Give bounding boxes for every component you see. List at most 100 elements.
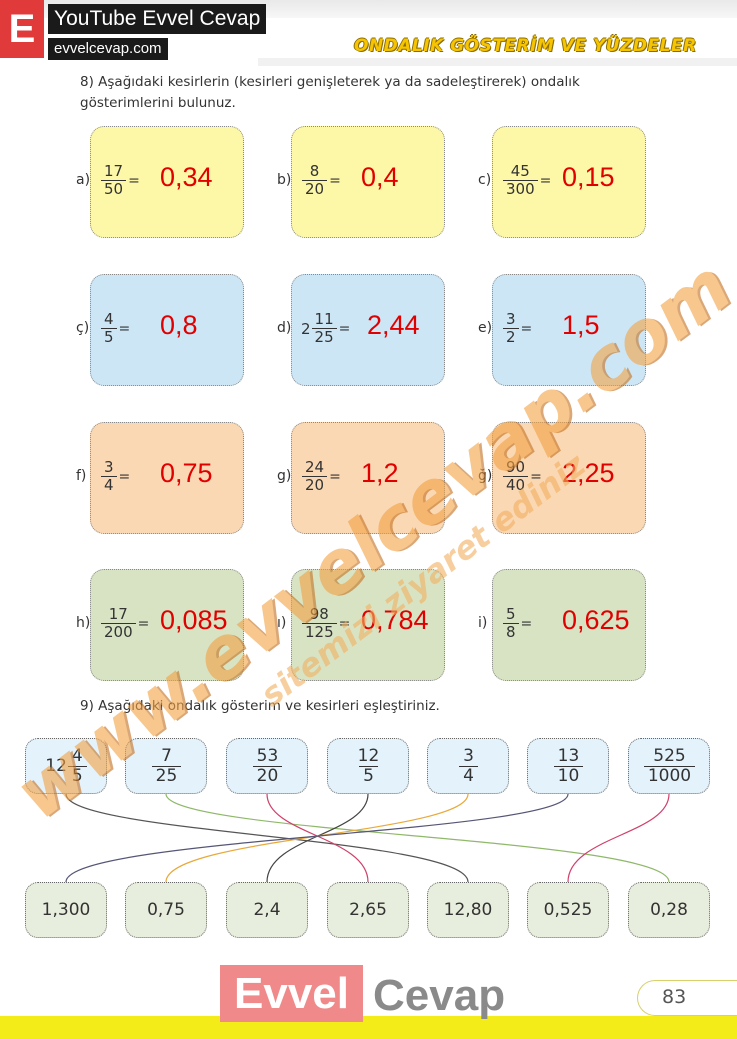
item-label: f) bbox=[76, 468, 87, 484]
answer-text: 1,5 bbox=[562, 310, 600, 340]
fraction-numerator: 12 bbox=[357, 745, 380, 766]
fraction: 4 5 = bbox=[100, 311, 130, 346]
fraction-card bbox=[291, 569, 445, 681]
equals-sign: = bbox=[329, 172, 341, 189]
fraction-body: 13 10 bbox=[553, 745, 584, 786]
match-fraction: 7 25 bbox=[126, 739, 206, 793]
match-decimal-box[interactable]: 0,525 bbox=[527, 882, 609, 938]
answer-text: 0,15 bbox=[562, 162, 615, 192]
match-fraction-box[interactable]: 12 5 bbox=[327, 738, 409, 794]
footer-brand-evvel[interactable]: Evvel bbox=[220, 965, 363, 1022]
fraction-denominator: 25 bbox=[151, 765, 182, 786]
section-title: ONDALIK GÖSTERİM VE YÜZDELER bbox=[354, 36, 697, 56]
fraction-numerator: 3 bbox=[463, 745, 474, 766]
fraction-whole: 12 bbox=[45, 756, 67, 776]
fraction-body: 90 40 bbox=[503, 458, 529, 494]
item-label: ç) bbox=[76, 320, 90, 336]
fraction-card bbox=[492, 569, 646, 681]
fraction-denominator: 50 bbox=[101, 180, 127, 198]
fraction-body: 53 20 bbox=[252, 746, 283, 786]
fraction-denominator: 20 bbox=[302, 476, 328, 494]
answer-text: 0,625 bbox=[562, 605, 630, 635]
fraction-numerator: 525 bbox=[653, 745, 686, 766]
answer-text: 1,2 bbox=[361, 458, 399, 488]
question-9-text: 9) Aşağıdaki ondalık gösterim ve kesirle… bbox=[80, 698, 440, 714]
match-fraction-box[interactable]: 13 10 bbox=[527, 738, 609, 794]
answer-text: 0,784 bbox=[361, 605, 429, 635]
fraction: 2 11 25 = bbox=[301, 311, 350, 346]
equals-sign: = bbox=[128, 172, 140, 189]
answer-text: 0,34 bbox=[160, 162, 213, 192]
match-fraction-box[interactable]: 7 25 bbox=[125, 738, 207, 794]
match-fraction: 53 20 bbox=[227, 739, 307, 793]
fraction-denominator: 5 bbox=[101, 328, 117, 346]
fraction-body: 525 1000 bbox=[643, 745, 696, 786]
item-label: a) bbox=[76, 172, 91, 188]
page-number: 83 bbox=[637, 980, 737, 1016]
fraction: 45 300 = bbox=[502, 163, 551, 198]
fraction-numerator: 90 bbox=[506, 458, 526, 476]
fraction-numerator: 17 bbox=[104, 162, 124, 180]
fraction: 90 40 = bbox=[502, 459, 542, 494]
item-label: h) bbox=[76, 615, 91, 631]
fraction-body: 45 300 bbox=[503, 163, 538, 198]
fraction-denominator: 300 bbox=[503, 180, 538, 198]
fraction-card bbox=[90, 126, 244, 238]
match-decimal-box[interactable]: 0,75 bbox=[125, 882, 207, 938]
match-line bbox=[165, 793, 469, 883]
match-fraction-box[interactable]: 53 20 bbox=[226, 738, 308, 794]
match-line bbox=[65, 793, 469, 883]
brand-title[interactable]: YouTube Evvel Cevap bbox=[48, 4, 267, 34]
fraction: 17 50 = bbox=[100, 163, 140, 198]
brand-url[interactable]: evvelcevap.com bbox=[48, 38, 168, 60]
match-line bbox=[567, 793, 670, 883]
fraction-card bbox=[492, 126, 646, 238]
match-fraction-box[interactable]: 12 4 5 bbox=[25, 738, 107, 794]
match-line bbox=[65, 793, 569, 883]
fraction-denominator: 1000 bbox=[643, 765, 696, 786]
match-decimal-box[interactable]: 2,4 bbox=[226, 882, 308, 938]
equals-sign: = bbox=[118, 468, 131, 485]
match-decimal-box[interactable]: 0,28 bbox=[628, 882, 710, 938]
match-fraction: 13 10 bbox=[528, 739, 608, 793]
equals-sign: = bbox=[520, 615, 533, 632]
logo-e[interactable]: E bbox=[0, 0, 44, 58]
footer-brand-cevap[interactable]: Cevap bbox=[373, 971, 506, 1020]
fraction-body: 17 50 bbox=[101, 162, 127, 198]
fraction-numerator: 7 bbox=[161, 745, 172, 766]
fraction-card bbox=[291, 274, 445, 386]
fraction-numerator: 3 bbox=[506, 310, 516, 328]
match-fraction-box[interactable]: 525 1000 bbox=[628, 738, 710, 794]
fraction-denominator: 125 bbox=[302, 623, 337, 641]
item-label: ğ) bbox=[478, 468, 493, 484]
fraction-body: 98 125 bbox=[302, 606, 337, 641]
match-decimal-box[interactable]: 1,300 bbox=[25, 882, 107, 938]
fraction-card bbox=[90, 569, 244, 681]
equals-sign: = bbox=[338, 320, 351, 337]
match-fraction: 525 1000 bbox=[629, 739, 709, 793]
match-line bbox=[165, 793, 670, 883]
item-label: e) bbox=[478, 320, 493, 336]
answer-text: 2,44 bbox=[367, 310, 420, 340]
equals-sign: = bbox=[530, 468, 542, 485]
match-decimal-box[interactable]: 12,80 bbox=[427, 882, 509, 938]
fraction-numerator: 17 bbox=[108, 605, 128, 623]
equals-sign: = bbox=[118, 320, 131, 337]
fraction-numerator: 13 bbox=[557, 745, 580, 766]
item-label: b) bbox=[277, 172, 292, 188]
answer-text: 2,25 bbox=[562, 458, 615, 488]
fraction-body: 24 20 bbox=[302, 459, 328, 494]
fraction-numerator: 11 bbox=[314, 310, 334, 328]
fraction-numerator: 8 bbox=[309, 162, 320, 180]
item-label: g) bbox=[277, 468, 292, 484]
answer-text: 0,8 bbox=[160, 310, 198, 340]
fraction-numerator: 3 bbox=[104, 458, 114, 476]
fraction-denominator: 2 bbox=[503, 328, 519, 346]
fraction: 24 20 = bbox=[301, 459, 341, 494]
match-decimal-box[interactable]: 2,65 bbox=[327, 882, 409, 938]
